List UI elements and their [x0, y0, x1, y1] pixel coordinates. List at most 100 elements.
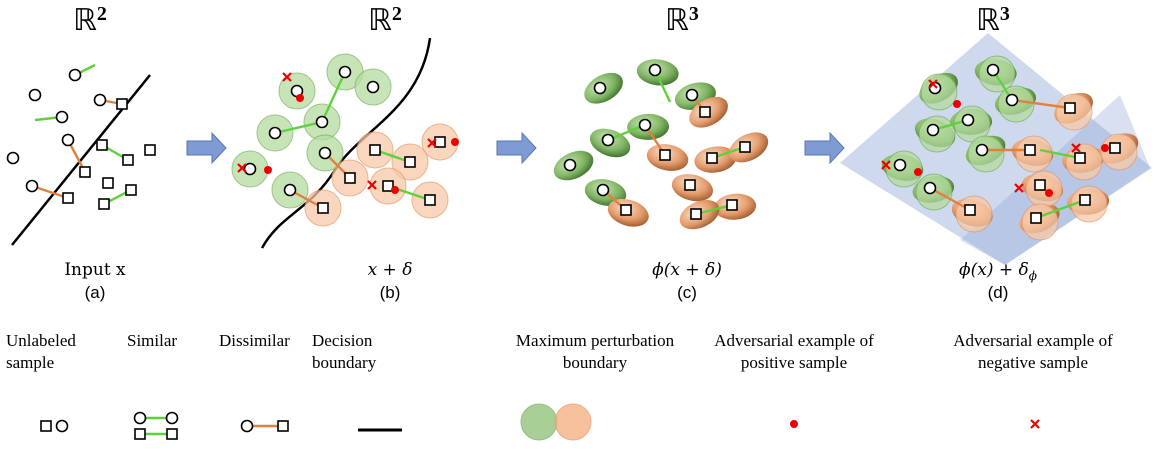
sample-square	[370, 145, 380, 155]
adv-dot	[451, 138, 459, 146]
sample-square	[80, 167, 90, 177]
sample-circle	[640, 120, 651, 131]
space-power: 2	[97, 3, 107, 25]
panel-label: (d)	[988, 283, 1009, 302]
sample-square	[621, 205, 631, 215]
adv-dot	[953, 100, 961, 108]
sample-square	[405, 157, 415, 167]
sample-square	[41, 421, 51, 431]
sample-circle	[603, 135, 614, 146]
sample-square	[691, 209, 701, 219]
space-heading: ℝ2	[73, 3, 107, 37]
legend-label: Dissimilar	[219, 331, 290, 350]
sample-circle	[650, 65, 661, 76]
space-symbol: ℝ	[368, 4, 392, 37]
sample-square	[727, 200, 737, 210]
sample-circle	[57, 421, 68, 432]
sample-circle	[687, 90, 698, 101]
sample-square	[145, 145, 155, 155]
sample-circle	[95, 95, 106, 106]
figure: ℝ2Input x(a)ℝ2x + δ(b)ℝ3ϕ(x + δ)(c)ℝ3ϕ(x…	[0, 0, 1157, 449]
caption-text: Input x	[64, 260, 126, 280]
adv-dot	[296, 94, 304, 102]
adv-dot	[391, 186, 399, 194]
sample-circle	[27, 181, 38, 192]
sample-circle	[930, 83, 941, 94]
sample-circle	[63, 135, 74, 146]
sample-square	[685, 180, 695, 190]
space-heading: ℝ3	[976, 3, 1010, 37]
sample-circle	[30, 90, 41, 101]
sample-circle	[368, 82, 379, 93]
sample-circle	[270, 128, 281, 139]
legend-label: sample	[6, 353, 54, 372]
legend-label: Maximum perturbation	[516, 331, 675, 350]
legend-label: boundary	[563, 353, 628, 372]
sample-circle	[928, 125, 939, 136]
sample-square	[1110, 143, 1120, 153]
panel-label: (a)	[85, 283, 106, 302]
sample-square	[1035, 180, 1045, 190]
sample-square	[1025, 145, 1035, 155]
adv-cross	[1031, 420, 1039, 428]
legend-label: Adversarial example of	[714, 331, 874, 350]
sample-square	[99, 199, 109, 209]
sample-circle	[320, 148, 331, 159]
sample-square	[117, 99, 127, 109]
panel-caption: Input x	[64, 260, 126, 280]
panel-label: (c)	[677, 283, 697, 302]
sample-circle	[57, 112, 68, 123]
sample-square	[97, 140, 107, 150]
caption-text: ϕ(x + δ)	[652, 260, 722, 280]
sample-circle	[963, 115, 974, 126]
sample-circle	[285, 185, 296, 196]
sample-circle	[317, 117, 328, 128]
sample-circle	[598, 185, 609, 196]
adv-dot	[1045, 189, 1053, 197]
panel-caption: ϕ(x) + δϕ	[959, 260, 1037, 283]
legend-halo-green	[521, 404, 557, 440]
sample-square	[135, 429, 145, 439]
sample-square	[345, 173, 355, 183]
legend-label: Decision	[312, 331, 373, 350]
sample-circle	[595, 83, 606, 94]
legend-label: positive sample	[741, 353, 847, 372]
adv-dot	[264, 166, 272, 174]
sample-circle	[988, 65, 999, 76]
sample-circle	[977, 145, 988, 156]
sample-circle	[70, 70, 81, 81]
legend-label: boundary	[312, 353, 377, 372]
arrow	[497, 133, 536, 163]
sample-square	[965, 205, 975, 215]
legend-label: negative sample	[978, 353, 1088, 372]
legend-label: Adversarial example of	[953, 331, 1113, 350]
sample-circle	[1007, 95, 1018, 106]
sample-square	[123, 155, 133, 165]
sample-square	[700, 107, 710, 117]
space-heading: ℝ3	[665, 3, 699, 37]
caption-subscript: ϕ	[1029, 269, 1037, 283]
sample-square	[1080, 195, 1090, 205]
sample-circle	[135, 413, 146, 424]
space-power: 3	[1000, 3, 1010, 25]
sample-square	[278, 421, 288, 431]
legend-halo-orange	[555, 404, 591, 440]
caption-text: ϕ(x) + δ	[959, 260, 1029, 280]
sample-square	[63, 193, 73, 203]
sample-circle	[340, 67, 351, 78]
space-power: 2	[392, 3, 402, 25]
legend-label: Similar	[127, 331, 177, 350]
legend-label: Unlabeled	[6, 331, 76, 350]
sample-square	[1031, 213, 1041, 223]
panel-caption: x + δ	[368, 260, 413, 280]
caption-text: x + δ	[368, 260, 413, 280]
sample-square	[740, 142, 750, 152]
panel-label: (b)	[380, 283, 401, 302]
adv-dot	[914, 168, 922, 176]
space-symbol: ℝ	[976, 4, 1000, 37]
arrow	[805, 133, 844, 163]
sample-square	[1075, 153, 1085, 163]
adv-dot	[790, 420, 798, 428]
sample-square	[435, 137, 445, 147]
arrow	[187, 133, 226, 163]
